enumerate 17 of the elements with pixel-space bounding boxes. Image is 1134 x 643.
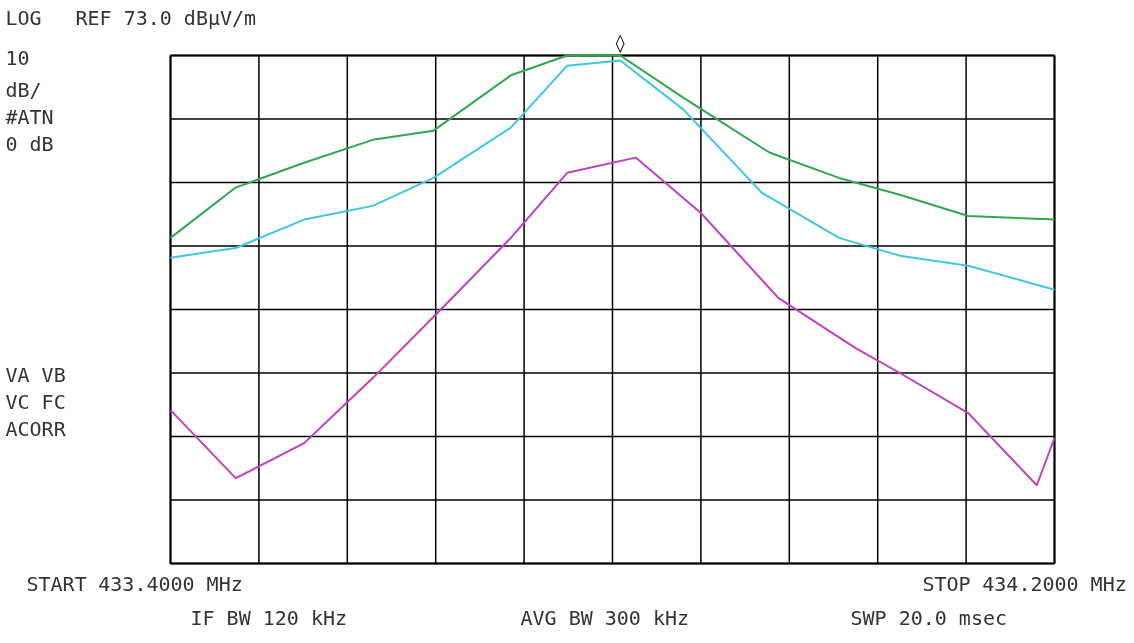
x-tick-label: 434.2000 MHz [982, 571, 1127, 596]
text: 10 [5, 45, 30, 70]
text: IF BW 120 kHz [190, 605, 348, 630]
text: #ATN [5, 104, 54, 129]
text: SWP 20.0 msec [850, 605, 1008, 630]
text: ACORR [5, 416, 67, 441]
text: REF 73.0 dBµV/m [75, 5, 257, 30]
text: 0 dB [5, 131, 54, 156]
text: VC FC [5, 389, 66, 414]
text: STOP [922, 571, 971, 596]
text: AVG BW 300 kHz [520, 605, 690, 630]
text: VA VB [5, 362, 66, 387]
text: START [26, 571, 87, 596]
x-tick-label: 433.4000 MHz [98, 571, 243, 596]
text: dB/ [5, 77, 42, 102]
text: LOG [5, 5, 42, 30]
annotation: ◊ [615, 31, 625, 54]
